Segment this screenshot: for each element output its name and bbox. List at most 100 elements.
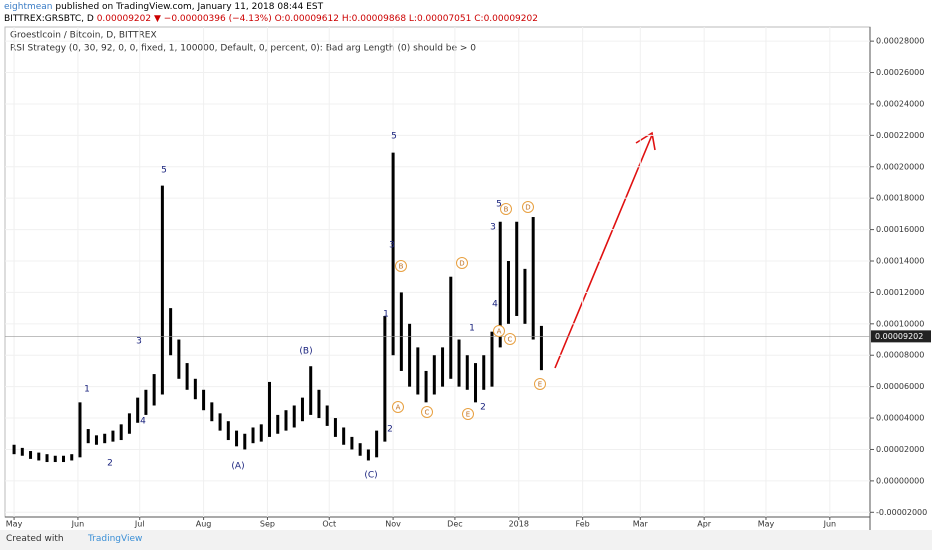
price-bar (399, 292, 403, 371)
arrow-shaft (554, 134, 653, 369)
wave-label: 3 (389, 241, 395, 251)
arrow-head (635, 131, 656, 151)
wave-circle (522, 201, 534, 213)
legend-title: Groestlcoin / Bitcoin, D, BITTREX (10, 31, 157, 41)
chart: Groestlcoin / Bitcoin, D, BITTREX RSI St… (4, 26, 931, 530)
price-bar (300, 397, 304, 422)
y-tick-label: 0.00006000 (876, 382, 924, 391)
price-bar (317, 389, 321, 419)
y-tick-label: 0.00012000 (876, 288, 924, 297)
y-tick-label: 0.00000000 (876, 476, 924, 485)
y-tick-label: 0.00022000 (876, 131, 924, 140)
wave-label: (A) (231, 462, 244, 472)
price-bar (103, 433, 107, 444)
price-bar (127, 413, 131, 434)
x-tick-label: Nov (385, 520, 401, 529)
price-bar (62, 455, 66, 463)
price-bar (20, 447, 24, 456)
y-tick-label: 0.00024000 (876, 99, 924, 108)
price-bar (523, 268, 527, 324)
price-bar (259, 424, 263, 442)
brand[interactable]: TradingView (88, 534, 143, 544)
wave-label: 5 (496, 200, 502, 210)
wave-circle (421, 406, 433, 418)
price-bar (70, 454, 74, 461)
wave-label: 3 (490, 223, 496, 233)
price-bar (29, 451, 33, 459)
price-bar (465, 355, 469, 390)
y-tick-label: 0.00002000 (876, 445, 924, 454)
price-bar (193, 378, 197, 400)
wave-label: 5 (161, 166, 167, 176)
price-bar (482, 355, 486, 390)
price-bar (78, 402, 82, 458)
price-bar (251, 427, 255, 444)
wave-label-circled: E (538, 381, 542, 389)
price-bar (366, 449, 370, 461)
price-bar (358, 443, 362, 456)
price-bar (309, 366, 313, 415)
wave-label-circled: A (396, 404, 401, 412)
price-bar (515, 221, 519, 316)
price-bar (424, 370, 428, 403)
wave-label: 4 (140, 417, 146, 427)
price-bar (457, 339, 461, 387)
price-bar (449, 276, 453, 379)
price-bar (342, 427, 346, 445)
wave-label: 2 (387, 425, 393, 435)
price-bar (350, 436, 354, 450)
price-bar (391, 152, 395, 356)
x-tick-label: Jul (134, 520, 145, 529)
author[interactable]: eightmean (4, 2, 53, 12)
price-bar (284, 410, 288, 431)
price-bar (169, 308, 173, 356)
wave-label: 1 (383, 310, 389, 320)
wave-circle (504, 333, 516, 345)
price-bar (506, 261, 510, 324)
x-tick-label: Feb (576, 520, 590, 529)
price-bar (152, 374, 156, 406)
price-bar (185, 363, 189, 390)
x-tick-label: Oct (322, 520, 336, 529)
x-tick-label: Apr (697, 520, 712, 529)
price-bar (144, 389, 148, 415)
published: published on TradingView.com, January 11… (55, 2, 324, 12)
plot-frame (4, 26, 871, 518)
wave-label-circled: C (425, 409, 430, 417)
y-tick-label: 0.00010000 (876, 319, 924, 328)
price-bar (498, 221, 502, 348)
wave-label-circled: C (508, 336, 513, 344)
price-bar (202, 389, 206, 411)
price-bar (416, 347, 420, 395)
price-bar (490, 331, 494, 387)
x-tick-label: Jun (71, 520, 85, 529)
x-tick-label: May (6, 520, 23, 529)
y-tick-label: 0.00004000 (876, 414, 924, 423)
wave-label-circled: B (399, 263, 404, 271)
price-bar (45, 454, 49, 463)
y-tick-label: 0.00008000 (876, 351, 924, 360)
price-bar (37, 452, 41, 461)
x-tick-label: Dec (447, 520, 462, 529)
price-bar (383, 315, 387, 442)
wave-circle (462, 408, 474, 420)
symbol: BITTREX:GRSBTC, D (4, 14, 94, 24)
x-tick-label: Mar (633, 520, 649, 529)
created-with: Created with (6, 534, 64, 544)
wave-label: 2 (107, 459, 113, 469)
y-tick-label: 0.00016000 (876, 225, 924, 234)
y-tick-label: -0.00002000 (876, 508, 927, 517)
x-tick-label: May (758, 520, 775, 529)
down-icon: ▼ (153, 14, 161, 24)
symbol-line: BITTREX:GRSBTC, D 0.00009202 ▼ −0.000003… (4, 14, 538, 24)
legend-indicator: RSI Strategy (0, 30, 92, 0, 0, fixed, 1,… (10, 44, 476, 54)
wave-label: 5 (391, 132, 397, 142)
price-bar (136, 397, 140, 423)
wave-label: 1 (84, 385, 90, 395)
price-bar (243, 433, 247, 450)
low: L:0.00007051 (408, 14, 472, 24)
price-bar (441, 347, 445, 387)
wave-label-circled: B (504, 206, 509, 214)
price-bar (539, 325, 543, 371)
